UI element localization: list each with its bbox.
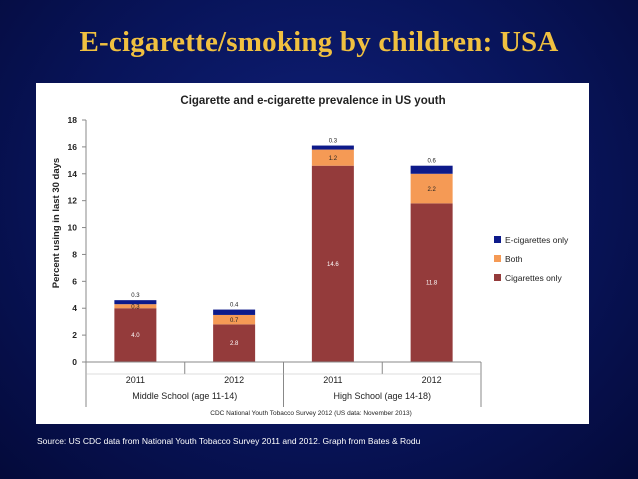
bar-segment <box>410 165 453 174</box>
data-label: 0.3 <box>131 293 140 299</box>
source-note: Source: US CDC data from National Youth … <box>37 436 421 446</box>
chart-title: Cigarette and e-cigarette prevalence in … <box>180 95 445 107</box>
legend-label: E-cigarettes only <box>505 235 569 245</box>
data-label: 0.3 <box>329 139 338 145</box>
bar-segment <box>213 309 256 315</box>
data-label: 0.3 <box>131 305 140 311</box>
bar-segment <box>410 173 453 204</box>
data-label: 2.2 <box>427 187 436 193</box>
bar-segment <box>213 314 256 325</box>
y-tick-label: 12 <box>68 196 78 206</box>
data-label: 0.7 <box>230 318 239 324</box>
bars: 4.0 0.3 0.3 2.8 0.7 0.4 14.6 1.2 0.3 11.8 2.2 0.6 <box>114 139 453 362</box>
legend-swatch <box>494 255 501 262</box>
y-tick-label: 16 <box>68 142 78 152</box>
data-label: 14.6 <box>327 262 339 268</box>
bar-segment <box>311 145 354 150</box>
y-tick-label: 6 <box>72 276 77 286</box>
data-label: 2.8 <box>230 341 239 347</box>
x-tick-label: 2011 <box>126 375 145 385</box>
bar-segment <box>410 203 453 362</box>
x-group-label: Middle School (age 11-14) <box>132 391 237 401</box>
slide-title: E-cigarette/smoking by children: USA <box>79 26 559 58</box>
bar-segment <box>114 304 157 309</box>
bar-segment <box>114 300 157 305</box>
data-label: 11.8 <box>426 281 438 287</box>
stacked-bar-chart: Cigarette and e-cigarette prevalence in … <box>51 95 569 417</box>
y-tick-label: 10 <box>68 223 78 233</box>
data-label: 0.6 <box>427 159 436 165</box>
bar-segment <box>311 165 354 362</box>
data-label: 4.0 <box>131 333 140 339</box>
chart-footnote: CDC National Youth Tobacco Survey 2012 (… <box>210 410 412 417</box>
y-axis-label: Percent using in last 30 days <box>51 158 62 288</box>
y-tick-label: 18 <box>68 115 78 125</box>
legend-label: Cigarettes only <box>505 273 562 283</box>
y-tick-label: 14 <box>68 169 78 179</box>
data-label: 0.4 <box>230 303 239 309</box>
x-tick-label: 2011 <box>323 375 342 385</box>
legend-swatch <box>494 274 501 281</box>
legend: E-cigarettes only Both Cigarettes only <box>494 235 569 283</box>
x-tick-label: 2012 <box>422 375 442 385</box>
x-group-label: High School (age 14-18) <box>333 391 431 401</box>
data-label: 1.2 <box>329 156 338 162</box>
axes: 0 2 4 6 8 10 12 14 16 18 2011 2012 2011 2012 Middle Sc… <box>68 115 482 407</box>
legend-swatch <box>494 236 501 243</box>
y-tick-label: 0 <box>72 357 77 367</box>
x-tick-label: 2012 <box>224 375 244 385</box>
legend-label: Both <box>505 254 523 264</box>
bar-segment <box>311 149 354 166</box>
y-tick-label: 4 <box>72 303 77 313</box>
y-tick-label: 2 <box>72 330 77 340</box>
bar-segment <box>114 308 157 362</box>
y-tick-label: 8 <box>72 249 77 259</box>
chart-panel: Cigarette and e-cigarette prevalence in … <box>36 83 589 424</box>
bar-segment <box>213 324 256 362</box>
